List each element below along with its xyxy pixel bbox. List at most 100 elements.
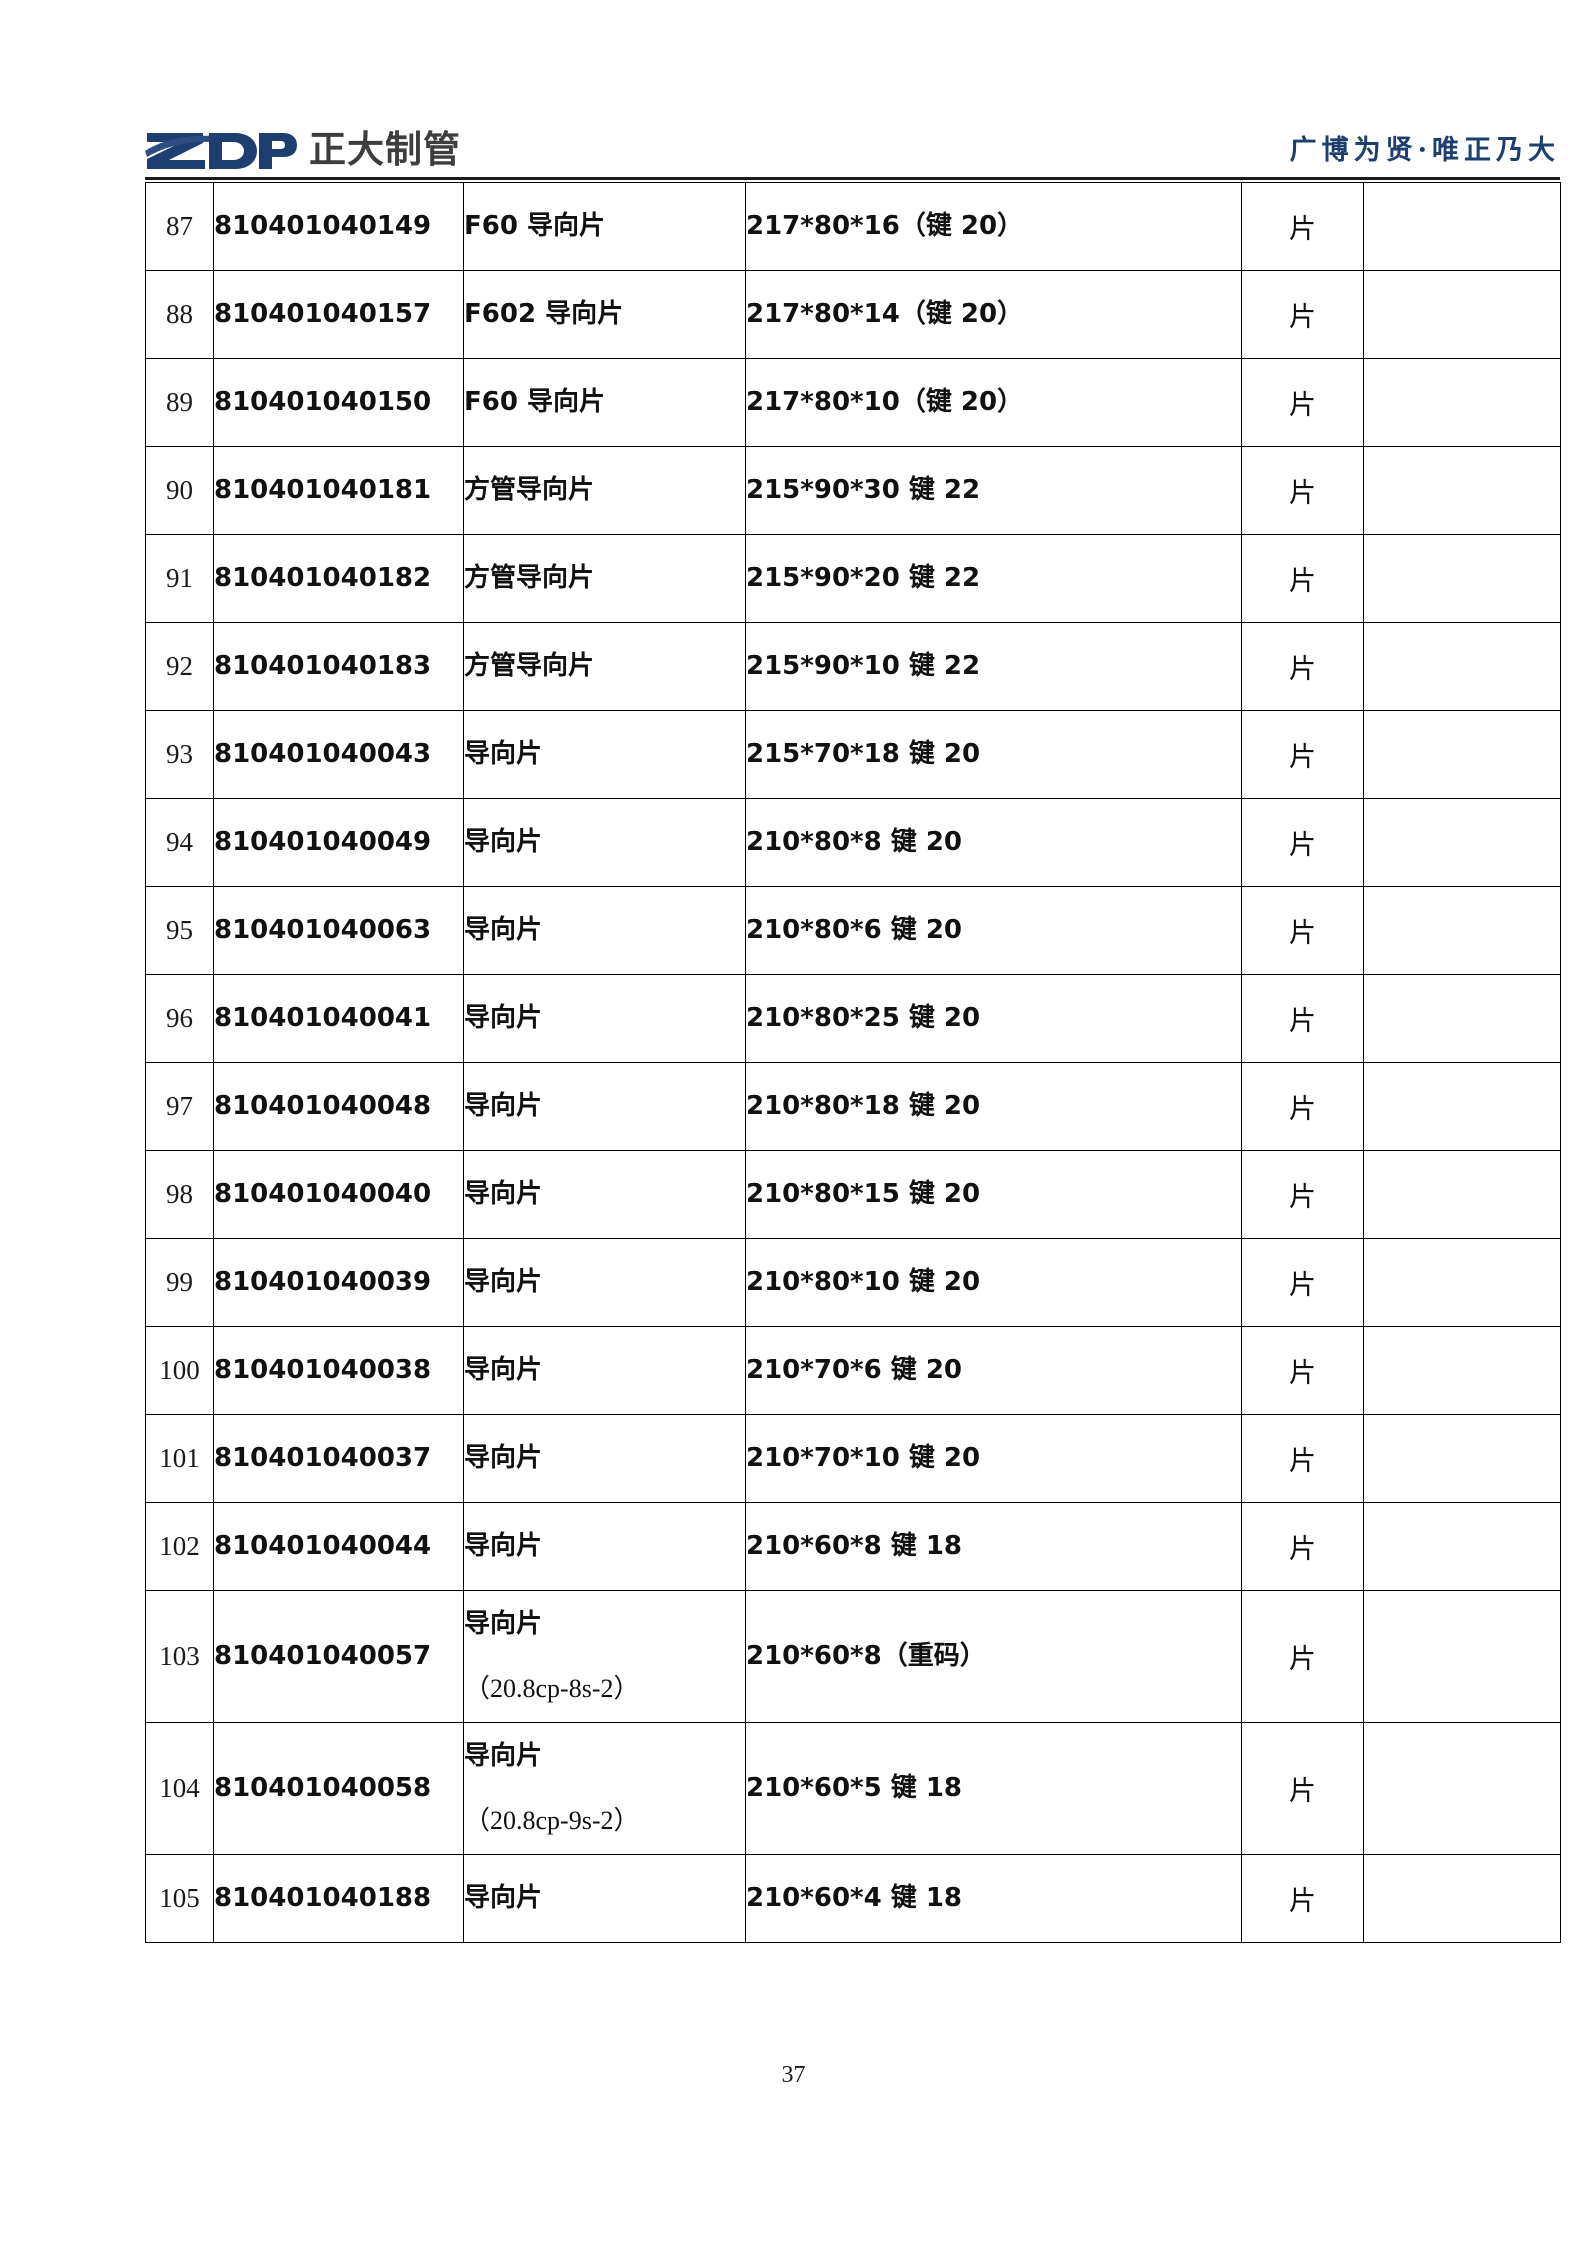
- row-remark: [1363, 1238, 1561, 1327]
- row-unit: 片: [1241, 1150, 1364, 1239]
- row-remark: [1363, 886, 1561, 975]
- table-row: 92 810401040183 方管导向片 215*90*10 键 22 片: [145, 622, 1561, 711]
- row-part-name: 导向片: [463, 1326, 746, 1415]
- table-row: 96 810401040041 导向片 210*80*25 键 20 片: [145, 974, 1561, 1063]
- row-part-name: 导向片: [463, 974, 746, 1063]
- row-remark: [1363, 710, 1561, 799]
- row-material-code: 810401040057: [213, 1590, 464, 1723]
- row-remark: [1363, 446, 1561, 535]
- row-material-code: 810401040039: [213, 1238, 464, 1327]
- row-part-name-line1: 导向片: [464, 1740, 543, 1771]
- table-row: 103 810401040057 导向片 （20.8cp-8s-2） 210*6…: [145, 1590, 1561, 1723]
- row-specification: 215*70*18 键 20: [745, 710, 1242, 799]
- row-part-name: 导向片: [463, 1502, 746, 1591]
- table-row: 89 810401040150 F60 导向片 217*80*10（键 20） …: [145, 358, 1561, 447]
- parts-list-table: 87 810401040149 F60 导向片 217*80*16（键 20） …: [145, 182, 1561, 1943]
- table-row: 94 810401040049 导向片 210*80*8 键 20 片: [145, 798, 1561, 887]
- row-part-name: 方管导向片: [463, 622, 746, 711]
- row-specification: 210*80*25 键 20: [745, 974, 1242, 1063]
- row-specification: 217*80*14（键 20）: [745, 270, 1242, 359]
- row-specification: 215*90*20 键 22: [745, 534, 1242, 623]
- company-tagline: 广博为贤·唯正乃大: [1289, 135, 1560, 166]
- row-index: 88: [145, 270, 214, 359]
- row-specification: 210*60*8（重码）: [745, 1590, 1242, 1723]
- row-material-code: 810401040040: [213, 1150, 464, 1239]
- row-unit: 片: [1241, 358, 1364, 447]
- row-part-name: 导向片 （20.8cp-8s-2）: [463, 1590, 746, 1723]
- table-row: 98 810401040040 导向片 210*80*15 键 20 片: [145, 1150, 1561, 1239]
- row-part-name: 方管导向片: [463, 446, 746, 535]
- row-part-name: 导向片: [463, 1854, 746, 1943]
- table-row: 99 810401040039 导向片 210*80*10 键 20 片: [145, 1238, 1561, 1327]
- row-part-name: F60 导向片: [463, 358, 746, 447]
- row-unit: 片: [1241, 622, 1364, 711]
- row-unit: 片: [1241, 1238, 1364, 1327]
- row-part-name: 导向片: [463, 710, 746, 799]
- table-row: 102 810401040044 导向片 210*60*8 键 18 片: [145, 1502, 1561, 1591]
- row-unit: 片: [1241, 710, 1364, 799]
- row-index: 99: [145, 1238, 214, 1327]
- row-specification: 210*60*8 键 18: [745, 1502, 1242, 1591]
- row-material-code: 810401040183: [213, 622, 464, 711]
- row-remark: [1363, 182, 1561, 271]
- row-specification: 215*90*10 键 22: [745, 622, 1242, 711]
- row-index: 101: [145, 1414, 214, 1503]
- row-material-code: 810401040043: [213, 710, 464, 799]
- row-material-code: 810401040157: [213, 270, 464, 359]
- row-index: 90: [145, 446, 214, 535]
- row-material-code: 810401040048: [213, 1062, 464, 1151]
- table-row: 95 810401040063 导向片 210*80*6 键 20 片: [145, 886, 1561, 975]
- table-row: 97 810401040048 导向片 210*80*18 键 20 片: [145, 1062, 1561, 1151]
- row-part-name: 导向片: [463, 1150, 746, 1239]
- row-remark: [1363, 974, 1561, 1063]
- row-unit: 片: [1241, 1062, 1364, 1151]
- row-index: 89: [145, 358, 214, 447]
- row-index: 103: [145, 1590, 214, 1723]
- page-header: 正大制管 广博为贤·唯正乃大: [145, 118, 1560, 180]
- row-index: 93: [145, 710, 214, 799]
- row-specification: 215*90*30 键 22: [745, 446, 1242, 535]
- table-row: 100 810401040038 导向片 210*70*6 键 20 片: [145, 1326, 1561, 1415]
- row-unit: 片: [1241, 1854, 1364, 1943]
- row-material-code: 810401040063: [213, 886, 464, 975]
- row-material-code: 810401040041: [213, 974, 464, 1063]
- row-part-name: 方管导向片: [463, 534, 746, 623]
- row-index: 91: [145, 534, 214, 623]
- row-part-name: F602 导向片: [463, 270, 746, 359]
- row-index: 104: [145, 1722, 214, 1855]
- row-specification: 217*80*10（键 20）: [745, 358, 1242, 447]
- row-remark: [1363, 622, 1561, 711]
- row-specification: 210*60*4 键 18: [745, 1854, 1242, 1943]
- row-part-name: 导向片: [463, 798, 746, 887]
- table-row: 104 810401040058 导向片 （20.8cp-9s-2） 210*6…: [145, 1722, 1561, 1855]
- row-unit: 片: [1241, 798, 1364, 887]
- table-row: 90 810401040181 方管导向片 215*90*30 键 22 片: [145, 446, 1561, 535]
- table-row: 91 810401040182 方管导向片 215*90*20 键 22 片: [145, 534, 1561, 623]
- row-part-name: 导向片: [463, 886, 746, 975]
- row-index: 97: [145, 1062, 214, 1151]
- row-part-name: F60 导向片: [463, 182, 746, 271]
- row-specification: 210*80*10 键 20: [745, 1238, 1242, 1327]
- table-row: 105 810401040188 导向片 210*60*4 键 18 片: [145, 1854, 1561, 1943]
- row-material-code: 810401040058: [213, 1722, 464, 1855]
- row-part-name-line2: （20.8cp-9s-2）: [464, 1805, 640, 1835]
- parts-table-body: 87 810401040149 F60 导向片 217*80*16（键 20） …: [145, 182, 1561, 1943]
- company-logo: 正大制管: [145, 127, 461, 177]
- row-unit: 片: [1241, 446, 1364, 535]
- zdp-logo-icon: [145, 133, 297, 169]
- row-part-name: 导向片: [463, 1062, 746, 1151]
- row-unit: 片: [1241, 270, 1364, 359]
- table-row: 93 810401040043 导向片 215*70*18 键 20 片: [145, 710, 1561, 799]
- row-unit: 片: [1241, 974, 1364, 1063]
- row-unit: 片: [1241, 886, 1364, 975]
- row-part-name-line2: （20.8cp-8s-2）: [464, 1673, 640, 1703]
- row-specification: 210*80*6 键 20: [745, 886, 1242, 975]
- row-part-name: 导向片: [463, 1238, 746, 1327]
- row-specification: 210*80*18 键 20: [745, 1062, 1242, 1151]
- row-index: 87: [145, 182, 214, 271]
- row-remark: [1363, 1062, 1561, 1151]
- row-material-code: 810401040182: [213, 534, 464, 623]
- row-material-code: 810401040037: [213, 1414, 464, 1503]
- row-part-name: 导向片 （20.8cp-9s-2）: [463, 1722, 746, 1855]
